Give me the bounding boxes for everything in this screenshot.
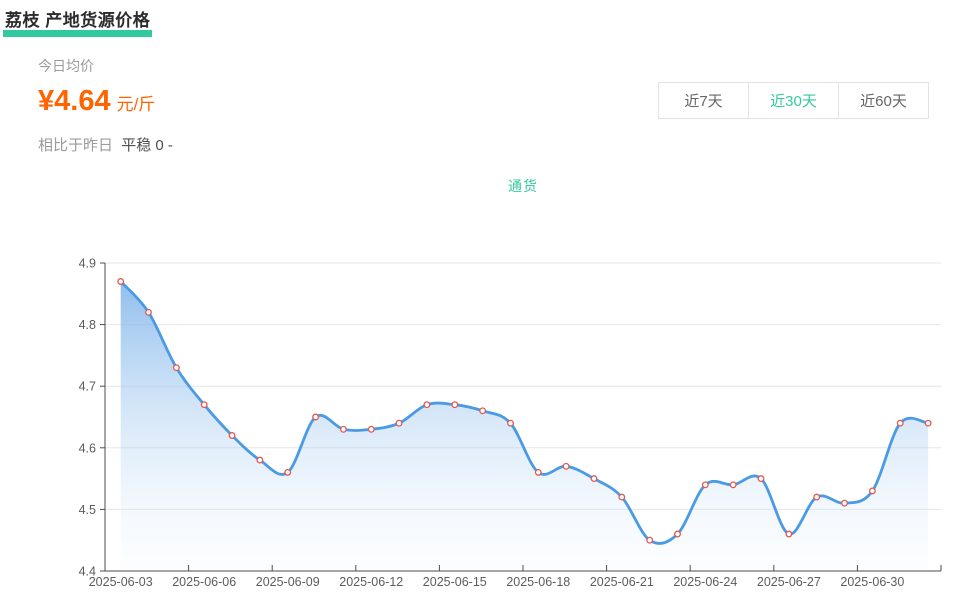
data-point-marker[interactable] — [896, 419, 904, 427]
data-point-marker[interactable] — [701, 481, 709, 489]
x-axis-label: 2025-06-09 — [256, 575, 320, 589]
data-point-marker[interactable] — [674, 530, 681, 538]
tab-last-60-days[interactable]: 近60天 — [838, 82, 929, 119]
y-axis-label: 4.5 — [79, 503, 96, 517]
x-axis-label: 2025-06-18 — [506, 575, 570, 589]
date-range-tabs: 近7天 近30天 近60天 — [658, 82, 929, 119]
data-point-marker[interactable] — [729, 481, 737, 489]
data-point-marker[interactable] — [785, 530, 793, 538]
legend-item-tonghuo[interactable]: 通货 — [430, 176, 616, 196]
compare-row: 相比于昨日 平稳 0 - — [38, 134, 173, 155]
y-axis-label: 4.6 — [79, 441, 96, 455]
x-axis-label: 2025-06-30 — [840, 575, 904, 589]
data-point-marker[interactable] — [507, 419, 514, 427]
data-point-marker[interactable] — [395, 419, 403, 427]
data-point-marker[interactable] — [479, 407, 487, 415]
price-area-fill — [120, 281, 929, 571]
x-axis-label: 2025-06-15 — [423, 575, 487, 589]
data-point-marker[interactable] — [646, 536, 654, 544]
x-axis-label: 2025-06-06 — [172, 575, 236, 589]
data-point-marker[interactable] — [423, 401, 431, 409]
page-title: 荔枝 产地货源价格 — [3, 6, 153, 37]
data-point-marker[interactable] — [367, 425, 375, 433]
y-axis-label: 4.7 — [79, 380, 96, 394]
x-axis-label: 2025-06-03 — [89, 575, 153, 589]
avg-price-label: 今日均价 — [38, 58, 94, 74]
data-point-marker[interactable] — [451, 401, 459, 409]
price-value: ¥4.64 — [38, 85, 111, 117]
x-axis-label: 2025-06-21 — [590, 575, 654, 589]
y-axis-label: 4.4 — [79, 565, 96, 579]
data-point-marker[interactable] — [534, 468, 542, 476]
data-point-marker[interactable] — [618, 493, 626, 501]
price-chart: 4.4 4.5 4.6 4.7 4.8 4.9 2025-06-03 2025-06-06 20… — [0, 248, 963, 602]
data-point-marker[interactable] — [117, 278, 125, 285]
price-chart-svg: 4.4 4.5 4.6 4.7 4.8 4.9 2025-06-03 2025-06-06 20… — [79, 257, 942, 589]
data-point-marker[interactable] — [200, 401, 208, 409]
compare-prefix-label: 相比于昨日 — [38, 137, 114, 154]
data-point-marker[interactable] — [256, 456, 264, 464]
tab-last-7-days[interactable]: 近7天 — [658, 82, 749, 119]
price-summary: 今日均价 ¥4.64 元/斤 相比于昨日 平稳 0 - — [38, 56, 173, 155]
x-axis-label: 2025-06-12 — [339, 575, 403, 589]
data-point-marker[interactable] — [145, 308, 152, 316]
data-point-marker[interactable] — [312, 413, 320, 421]
data-point-marker[interactable] — [757, 475, 765, 483]
data-point-marker[interactable] — [924, 419, 932, 427]
price-row: ¥4.64 元/斤 — [38, 85, 173, 118]
x-axis-label: 2025-06-24 — [673, 575, 737, 589]
legend-label: 通货 — [508, 178, 538, 194]
y-axis-label: 4.9 — [79, 257, 96, 271]
data-point-marker[interactable] — [590, 475, 598, 483]
price-unit: 元/斤 — [116, 95, 156, 114]
data-point-marker[interactable] — [562, 462, 570, 470]
y-axis-label: 4.8 — [79, 318, 96, 332]
data-point-marker[interactable] — [172, 364, 180, 372]
data-point-marker[interactable] — [868, 487, 876, 495]
x-axis-label: 2025-06-27 — [757, 575, 821, 589]
compare-status: 平稳 0 - — [121, 137, 173, 154]
data-point-marker[interactable] — [841, 499, 848, 507]
data-point-marker[interactable] — [339, 425, 347, 433]
data-point-marker[interactable] — [813, 493, 821, 501]
data-point-marker[interactable] — [228, 432, 236, 439]
data-point-marker[interactable] — [284, 468, 292, 476]
tab-last-30-days[interactable]: 近30天 — [748, 82, 839, 119]
